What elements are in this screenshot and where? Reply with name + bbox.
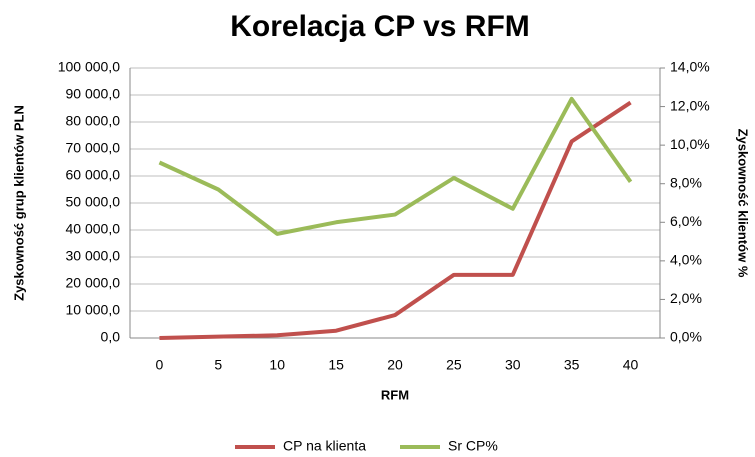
x-tick-label: 35 — [564, 357, 580, 373]
y-tick-label: 30 000,0 — [66, 248, 121, 264]
x-axis-title: RFM — [381, 387, 409, 402]
legend-label: CP na klienta — [283, 438, 366, 454]
y2-tick-label: 12,0% — [670, 97, 710, 113]
series-line — [159, 100, 632, 340]
x-tick-label: 20 — [387, 357, 403, 373]
y-tick-label: 80 000,0 — [66, 113, 121, 129]
y-axis-title: Zyskowność grup klientów PLN — [11, 105, 26, 301]
y2-tick-label: 8,0% — [670, 174, 702, 190]
x-tick-label: 5 — [214, 357, 222, 373]
series-line — [158, 96, 633, 236]
y-tick-label: 0,0 — [101, 329, 121, 345]
y2-tick-label: 6,0% — [670, 213, 702, 229]
x-tick-label: 15 — [328, 357, 344, 373]
y-tick-label: 40 000,0 — [66, 221, 121, 237]
legend-label: Sr CP% — [448, 438, 498, 454]
y-tick-label: 70 000,0 — [66, 140, 121, 156]
y2-tick-label: 4,0% — [670, 252, 702, 268]
y2-tick-label: 10,0% — [670, 136, 710, 152]
y-tick-label: 20 000,0 — [66, 275, 121, 291]
x-tick-label: 25 — [446, 357, 462, 373]
x-tick-label: 10 — [269, 357, 285, 373]
y-tick-label: 90 000,0 — [66, 86, 121, 102]
x-tick-label: 40 — [623, 357, 639, 373]
y2-tick-label: 2,0% — [670, 290, 702, 306]
chart-title: Korelacja CP vs RFM — [230, 10, 530, 43]
y2-tick-label: 14,0% — [670, 59, 710, 75]
x-tick-label: 0 — [156, 357, 164, 373]
y-tick-label: 50 000,0 — [66, 194, 121, 210]
y2-axis-title: Zyskowność klientów % — [736, 129, 751, 278]
y-tick-label: 100 000,0 — [58, 59, 120, 75]
y2-tick-label: 0,0% — [670, 329, 702, 345]
y-tick-label: 10 000,0 — [66, 302, 121, 318]
x-tick-label: 30 — [505, 357, 521, 373]
y-tick-label: 60 000,0 — [66, 167, 121, 183]
